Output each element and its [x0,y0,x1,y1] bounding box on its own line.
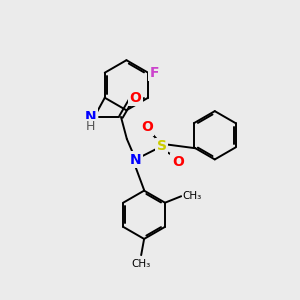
Text: S: S [157,139,166,153]
Text: N: N [130,153,142,166]
Text: CH₃: CH₃ [183,191,202,201]
Text: O: O [130,91,142,105]
Text: O: O [172,154,184,169]
Text: F: F [150,66,159,80]
Text: N: N [85,110,96,124]
Text: O: O [141,120,153,134]
Text: CH₃: CH₃ [131,259,151,269]
Text: H: H [86,120,95,133]
